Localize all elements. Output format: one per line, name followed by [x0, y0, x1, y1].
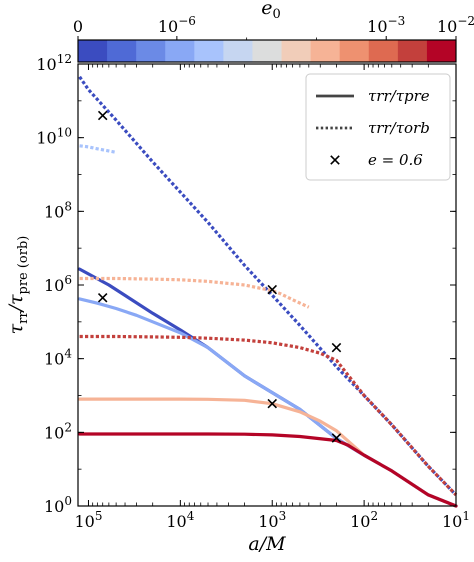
colorbar-segment: [397, 40, 428, 62]
y-axis-label: τrr/τpre (orb): [5, 236, 31, 335]
colorbar-tick-label: 10−6: [158, 14, 196, 36]
marker-stroke: [267, 284, 278, 295]
marker-x: [97, 293, 108, 303]
marker-x: [331, 433, 342, 443]
legend-label: τrr/τorb: [368, 119, 430, 137]
colorbar-segment: [368, 40, 399, 62]
series-solid-2: [78, 397, 458, 508]
colorbar-segment: [310, 40, 341, 62]
colorbar-segment: [78, 40, 108, 62]
marker-x: [97, 110, 108, 121]
legend: τrr/τpre τrr/τorb e = 0.6: [305, 73, 451, 181]
y-tick-label: 106: [44, 273, 72, 295]
y-tick-label: 1010: [36, 126, 72, 148]
colorbar-segment: [165, 40, 195, 62]
legend-label: τrr/τpre: [368, 87, 430, 105]
x-tick-label: 103: [258, 509, 286, 531]
colorbar-segment: [252, 40, 283, 62]
y-tick-label: 1012: [36, 52, 72, 74]
marker-stroke: [331, 342, 342, 353]
colorbar-segment: [426, 40, 457, 62]
colorbar-segment: [281, 40, 312, 62]
marker-stroke: [97, 293, 108, 303]
y-tick-label: 104: [44, 347, 72, 369]
marker-stroke: [97, 110, 108, 121]
axes: 105 104 103 102 101 100 102 104 106 108 1010 1012 a/…: [5, 52, 470, 555]
x-axis-label: a/M: [248, 533, 286, 555]
plot-area: [78, 75, 458, 508]
legend-box: [305, 73, 451, 181]
colorbar-segment: [223, 40, 253, 62]
legend-label: e = 0.6: [368, 151, 423, 169]
colorbar-segment: [136, 40, 166, 62]
colorbar-segment: [194, 40, 224, 62]
marker-stroke: [267, 398, 278, 409]
x-tick-label: 104: [166, 509, 194, 531]
y-tick-label: 108: [44, 199, 72, 221]
x-tick-label: 101: [442, 509, 470, 531]
colorbar-tick-label: 10−2: [437, 14, 474, 36]
marker-x: [267, 398, 278, 409]
colorbar-tick-label: 0: [73, 17, 83, 36]
series-solid-0: [78, 267, 458, 508]
series-dotted-5: [79, 144, 117, 154]
colorbar-tick-label: 10−3: [367, 14, 405, 36]
marker-stroke: [331, 433, 342, 443]
colorbar: 0 10−6 10−3 10−2 e0: [73, 0, 474, 63]
x-tick-label: 105: [74, 509, 102, 531]
y-tick-label: 102: [44, 420, 72, 442]
marker-x: [267, 284, 278, 295]
y-tick-label: 100: [44, 494, 72, 516]
series-dotted-6: [79, 276, 310, 309]
series-dotted-7: [79, 334, 458, 497]
legend-marker-x: [330, 155, 340, 165]
x-tick-label: 102: [350, 509, 378, 531]
marker-x: [331, 342, 342, 353]
colorbar-label: e0: [261, 0, 281, 22]
colorbar-frame: [77, 39, 457, 63]
series-dotted-4: [78, 75, 458, 497]
series-solid-3: [78, 432, 458, 508]
colorbar-segment: [107, 40, 137, 62]
colorbar-segment: [339, 40, 370, 62]
